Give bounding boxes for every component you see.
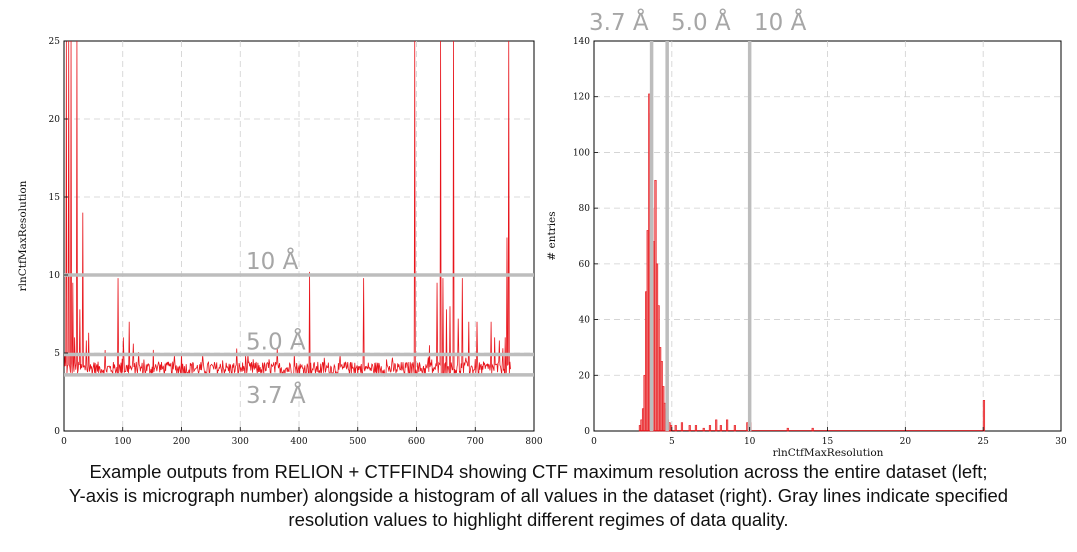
- left-x-tick-label: 600: [408, 437, 425, 447]
- left-x-tick-label: 800: [525, 437, 542, 447]
- left-ticks: 0 100 200 300 400 500 600 700 800 0 5 10 15 20 25: [49, 37, 543, 447]
- right-x-tick-label: 20: [900, 437, 912, 447]
- right-y-tick-label: 40: [579, 316, 591, 326]
- right-grid: [594, 41, 1061, 431]
- histogram-bar: [719, 425, 722, 432]
- histogram-bar: [811, 427, 814, 432]
- left-x-tick-label: 500: [349, 437, 366, 447]
- histogram-bar: [715, 419, 718, 432]
- right-x-tick-label: 5: [669, 437, 675, 447]
- right-y-tick-label: 60: [579, 260, 591, 270]
- left-reference-lines: 10 Å 5.0 Å 3.7 Å: [64, 247, 534, 409]
- caption-line-3: resolution values to highlight different…: [288, 509, 789, 530]
- left-y-tick-label: 0: [54, 427, 60, 437]
- histogram-bar: [726, 419, 729, 432]
- histogram-bar: [694, 425, 698, 432]
- left-y-tick-label: 5: [54, 349, 60, 359]
- right-y-axis-label: # entries: [546, 211, 558, 260]
- caption-line-2: Y-axis is micrograph number) alongside a…: [68, 485, 1009, 506]
- left-reference-label: 3.7 Å: [246, 381, 306, 409]
- right-reference-label: 5.0 Å: [671, 8, 731, 36]
- histogram-bar: [688, 425, 691, 432]
- left-reference-label: 10 Å: [246, 247, 299, 275]
- left-reference-label: 5.0 Å: [246, 328, 306, 356]
- left-chart-micrograph-resolution: 10 Å5.0 Å3.7 Å 0 100 200 300 400 500 600 700 800…: [17, 37, 543, 447]
- left-y-axis-label: rlnCtfMaxResolution: [17, 180, 29, 291]
- histogram-bar: [674, 425, 677, 432]
- right-y-tick-label: 0: [584, 427, 590, 437]
- figure-caption: Example outputs from RELION + CTFFIND4 s…: [0, 460, 1077, 532]
- left-series-line: [64, 40, 511, 377]
- caption-line-1: Example outputs from RELION + CTFFIND4 s…: [89, 461, 988, 482]
- right-y-tick-label: 140: [573, 37, 590, 47]
- histogram-bar: [680, 422, 684, 432]
- right-y-tick-label: 120: [573, 93, 590, 103]
- left-series: [64, 40, 511, 377]
- right-y-tick-label: 100: [573, 148, 590, 158]
- histogram-bar: [702, 427, 705, 432]
- right-x-tick-label: 25: [977, 437, 989, 447]
- histogram-bar: [733, 425, 736, 432]
- left-x-tick-label: 100: [114, 437, 131, 447]
- left-y-tick-label: 20: [49, 115, 61, 125]
- right-ticks: 0 5 10 15 20 25 30 0 20 40 60 80 100 120 140: [573, 37, 1067, 447]
- left-x-tick-label: 400: [290, 437, 307, 447]
- right-reference-label: 3.7 Å: [589, 8, 649, 36]
- right-x-tick-label: 0: [591, 437, 597, 447]
- left-y-tick-label: 10: [49, 271, 61, 281]
- right-x-tick-label: 15: [822, 437, 834, 447]
- left-y-tick-label: 25: [49, 37, 61, 47]
- histogram-bar: [708, 425, 712, 432]
- right-y-tick-label: 80: [579, 204, 591, 214]
- right-x-tick-label: 30: [1055, 437, 1067, 447]
- histogram-bar: [786, 427, 789, 432]
- histogram-bar: [746, 422, 749, 432]
- histogram-bar: [982, 400, 986, 432]
- left-x-tick-label: 300: [232, 437, 249, 447]
- left-x-tick-label: 0: [61, 437, 67, 447]
- left-y-tick-label: 15: [49, 193, 61, 203]
- figure: 10 Å5.0 Å3.7 Å 0 100 200 300 400 500 600 700 800…: [17, 8, 1067, 459]
- right-x-tick-label: 10: [744, 437, 756, 447]
- left-x-tick-label: 700: [467, 437, 484, 447]
- right-x-axis-label: rlnCtfMaxResolution: [773, 447, 884, 459]
- left-x-tick-label: 200: [173, 437, 190, 447]
- right-reference-label: 10 Å: [754, 8, 807, 36]
- right-y-tick-label: 20: [579, 371, 591, 381]
- right-reference-lines: 3.7 Å 5.0 Å 10 Å: [589, 8, 807, 431]
- right-chart-resolution-histogram: 3.7 Å 5.0 Å 10 Å 0 5 10 15 20 25 30 0 20 40 60 80 100 1…: [546, 8, 1067, 459]
